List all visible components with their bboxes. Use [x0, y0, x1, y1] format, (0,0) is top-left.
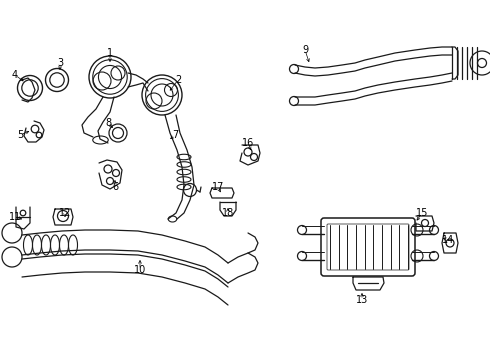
Text: 17: 17 — [212, 182, 224, 192]
Text: 11: 11 — [9, 212, 21, 222]
Text: 9: 9 — [302, 45, 308, 55]
Text: 15: 15 — [416, 208, 428, 218]
Text: 7: 7 — [172, 130, 178, 140]
Text: 12: 12 — [59, 208, 71, 218]
Text: 1: 1 — [107, 48, 113, 58]
Text: 10: 10 — [134, 265, 146, 275]
Text: 8: 8 — [105, 118, 111, 128]
Text: 2: 2 — [175, 75, 181, 85]
Text: 18: 18 — [222, 208, 234, 218]
Text: 16: 16 — [242, 138, 254, 148]
Text: 14: 14 — [442, 235, 454, 245]
Text: 6: 6 — [112, 182, 118, 192]
Text: 13: 13 — [356, 295, 368, 305]
Text: 5: 5 — [17, 130, 23, 140]
Text: 3: 3 — [57, 58, 63, 68]
Text: 4: 4 — [12, 70, 18, 80]
